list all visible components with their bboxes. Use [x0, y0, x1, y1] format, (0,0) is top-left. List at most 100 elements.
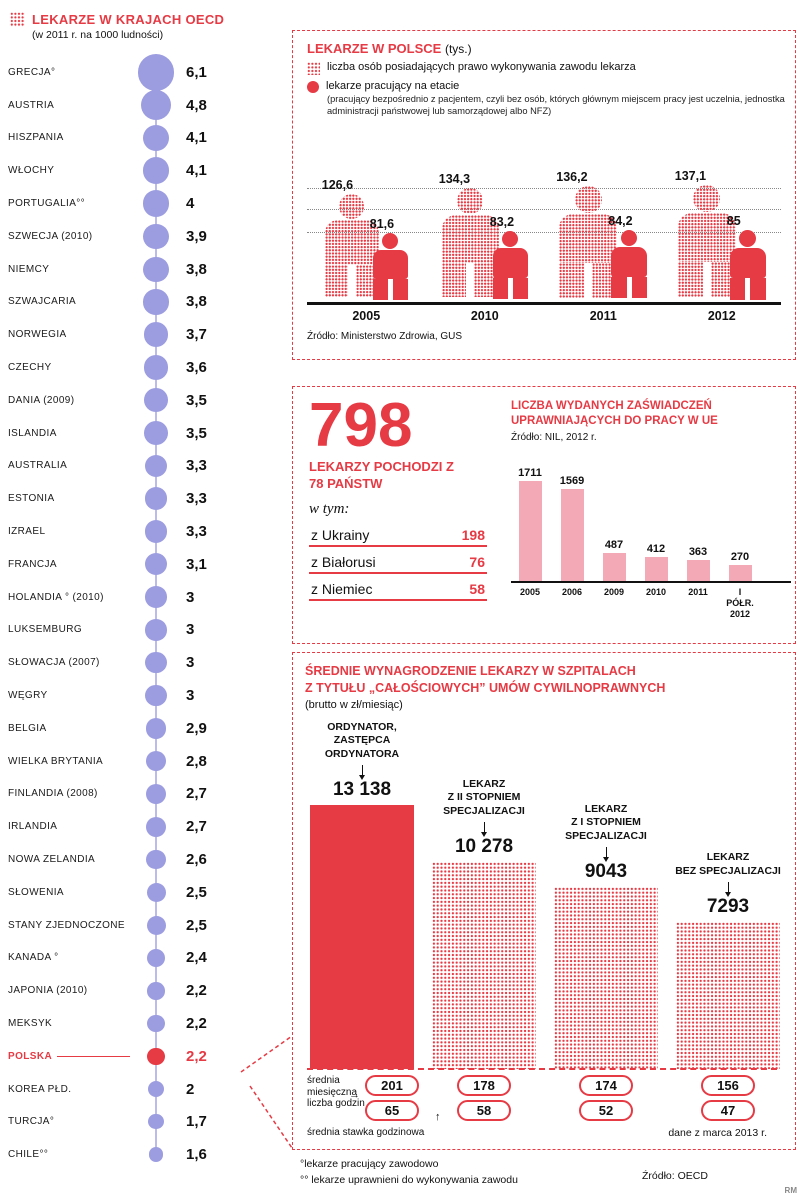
country-label-text: BELGIA — [8, 722, 47, 734]
country-circle-wrap — [132, 684, 180, 707]
country-circle-wrap — [132, 90, 180, 121]
oecd-country-row: HISZPANIA 4,1 — [8, 122, 276, 155]
country-label: KOREA PŁD. — [8, 1084, 132, 1095]
oecd-country-row: DANIA (2009) 3,5 — [8, 384, 276, 417]
foreign-doctors-panel: 798 LEKARZY POCHODZI Z 78 PAŃSTW w tym: … — [292, 386, 796, 644]
oecd-header: LEKARZE W KRAJACH OECD (w 2011 r. na 100… — [10, 12, 224, 41]
rate-pill: 52 — [579, 1099, 633, 1121]
country-circle-wrap — [132, 1080, 180, 1098]
salary-bar — [676, 921, 780, 1069]
country-label-text: HISZPANIA — [8, 132, 64, 144]
hours-pill: 201 — [365, 1074, 419, 1096]
country-value: 3,3 — [186, 523, 207, 541]
origin-value: 198 — [461, 526, 485, 543]
country-label: TURCJA° — [8, 1116, 132, 1127]
salary-bar-group: ORDYNATOR, ZASTĘPCA ORDYNATORA 13 138 201 6… — [307, 717, 419, 1121]
country-circle — [144, 520, 168, 543]
oecd-country-row: WIELKA BRYTANIA 2,8 — [8, 745, 276, 778]
salary-pills: 174 52 — [551, 1074, 661, 1125]
origin-row: z Białorusi 76 — [309, 547, 487, 574]
rate-pill: 65 — [365, 1099, 419, 1121]
country-circle-wrap — [132, 717, 180, 739]
country-circle — [148, 1147, 164, 1163]
country-circle-wrap — [132, 454, 180, 478]
salaries-title: ŚREDNIE WYNAGRODZENIE LEKARZY W SZPITALA… — [305, 663, 783, 697]
cert-year-label: 2009 — [603, 586, 625, 597]
country-label: SŁOWENIA — [8, 887, 132, 898]
employed-person-icon — [729, 230, 766, 302]
country-circle — [146, 882, 166, 902]
origin-label: z Niemiec — [311, 580, 373, 597]
country-label-text: SZWECJA (2010) — [8, 230, 93, 242]
employed-person-icon — [611, 230, 648, 302]
country-label: ESTONIA — [8, 493, 132, 504]
country-label-text: STANY ZJEDNOCZONE — [8, 919, 125, 931]
country-circle-wrap — [132, 289, 180, 315]
country-label-text: WIELKA BRYTANIA — [8, 755, 104, 767]
country-label-text: SZWAJCARIA — [8, 296, 77, 308]
oecd-country-row: FINLANDIA (2008) 2,7 — [8, 778, 276, 811]
country-value: 2,7 — [186, 818, 207, 836]
oecd-country-row: BELGIA 2,9 — [8, 712, 276, 745]
country-label-text: DANIA (2009) — [8, 394, 75, 406]
salary-baseline — [307, 1067, 777, 1070]
country-circle — [145, 750, 167, 772]
country-circle-wrap — [132, 1047, 180, 1066]
country-circle-wrap — [132, 586, 180, 608]
oecd-country-row: CHILE°° 1,6 — [8, 1138, 276, 1171]
country-label-text: FRANCJA — [8, 558, 57, 570]
country-circle-wrap — [132, 1014, 180, 1033]
country-value: 3,8 — [186, 260, 207, 278]
salaries-unit: (brutto w zł/miesiąc) — [305, 698, 403, 711]
country-circle-wrap — [132, 322, 180, 348]
country-value: 3,5 — [186, 424, 207, 442]
country-circle — [146, 915, 166, 935]
licensed-person-icon — [441, 188, 499, 302]
country-label: SZWECJA (2010) — [8, 231, 132, 242]
cert-bar-value: 487 — [604, 538, 624, 551]
oecd-subtitle: (w 2011 r. na 1000 ludności) — [32, 29, 164, 41]
country-label-text: IRLANDIA — [8, 821, 58, 833]
poland-year-axis: 2005 2010 2011 2012 — [307, 309, 781, 323]
country-circle-wrap — [132, 849, 180, 870]
poland-doctors-panel: LEKARZE W POLSCE (tys.) liczba osób posi… — [292, 30, 796, 360]
country-label-text: WĘGRY — [8, 690, 48, 702]
dotted-square-icon — [307, 62, 320, 75]
oecd-country-row: WĘGRY 3 — [8, 679, 276, 712]
poland-year-group: 126,6 81,6 — [307, 133, 426, 302]
oecd-country-row: AUSTRIA 4,8 — [8, 89, 276, 122]
oecd-country-row: NIEMCY 3,8 — [8, 253, 276, 286]
licensed-person-icon — [559, 186, 618, 302]
country-label: NOWA ZELANDIA — [8, 854, 132, 865]
country-circle — [143, 355, 169, 380]
poland-source: Źródło: Ministerstwo Zdrowia, GUS — [307, 331, 463, 343]
gridline — [307, 232, 781, 234]
footnote-line1: °lekarze pracujący zawodowo — [300, 1158, 439, 1170]
country-circle-wrap — [132, 619, 180, 641]
down-arrow-icon — [358, 764, 365, 780]
country-circle — [137, 54, 175, 91]
country-circle-wrap — [132, 124, 180, 152]
salary-category-label: LEKARZ Z II STOPNIEM SPECJALIZACJI — [443, 777, 525, 818]
country-label: WŁOCHY — [8, 165, 132, 176]
oecd-country-row: SŁOWACJA (2007) 3 — [8, 646, 276, 679]
country-value: 3 — [186, 687, 195, 705]
country-label-text: NORWEGIA — [8, 329, 67, 341]
country-circle — [146, 849, 166, 870]
country-circle-wrap — [132, 750, 180, 772]
country-value: 3,1 — [186, 555, 207, 573]
oecd-country-row: LUKSEMBURG 3 — [8, 614, 276, 647]
country-label-text: CHILE°° — [8, 1149, 49, 1161]
legend-employed: lekarze pracujący na etacie — [307, 80, 781, 93]
country-value: 4 — [186, 195, 195, 213]
footnote-line2: °° lekarze uprawnieni do wykonywania zaw… — [300, 1174, 518, 1187]
poland-panel-unit: (tys.) — [444, 42, 472, 56]
dotted-square-icon — [10, 12, 25, 27]
cert-bar-value: 1569 — [559, 474, 585, 487]
country-value: 4,1 — [186, 129, 207, 147]
country-value: 3,6 — [186, 359, 207, 377]
salary-value: 10 278 — [454, 835, 514, 857]
employed-value: 83,2 — [489, 215, 515, 230]
cert-bar-group: 270 — [725, 551, 755, 581]
